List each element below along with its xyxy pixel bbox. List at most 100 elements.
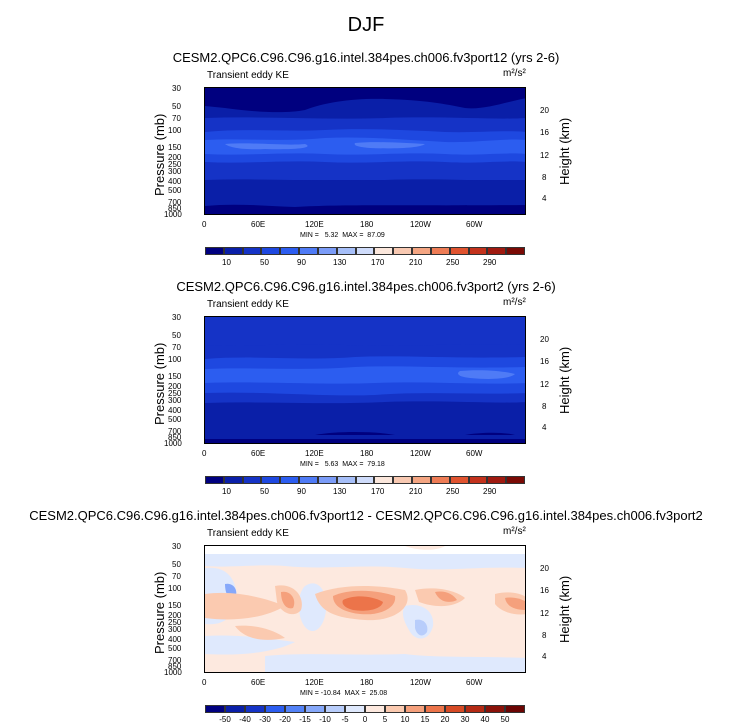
p3-cb-label: -10 bbox=[319, 715, 331, 724]
panel-2-contours bbox=[205, 317, 525, 443]
p1-ytick: 200 bbox=[168, 153, 182, 162]
p1-ytick: 70 bbox=[172, 114, 181, 123]
panel-1-title: CESM2.QPC6.C96.C96.g16.intel.384pes.ch00… bbox=[172, 50, 560, 65]
p3-ytick: 50 bbox=[172, 560, 181, 569]
panel-1-variable: Transient eddy KE bbox=[207, 70, 289, 81]
p3-cb-label: -50 bbox=[219, 715, 231, 724]
colorbar-swatch bbox=[205, 705, 225, 713]
p1-cb-label: 10 bbox=[222, 258, 231, 267]
colorbar-swatch bbox=[205, 247, 224, 255]
p2-htick: 8 bbox=[542, 402, 547, 411]
p3-cb-label: 50 bbox=[500, 715, 510, 724]
p3-ytick: 200 bbox=[168, 611, 182, 620]
p1-xtick: 0 bbox=[202, 220, 207, 229]
p3-ytick: 1000 bbox=[164, 668, 182, 677]
p1-xtick: 120E bbox=[305, 220, 324, 229]
p3-ytick: 500 bbox=[168, 644, 182, 653]
p1-minmax: MIN = 5.32 MAX = 87.09 bbox=[300, 232, 385, 239]
panel-2-title: CESM2.QPC6.C96.C96.g16.intel.384pes.ch00… bbox=[176, 279, 556, 294]
p3-ytick: 300 bbox=[168, 625, 182, 634]
colorbar-swatch bbox=[393, 247, 413, 255]
p2-ylabel: Pressure (mb) bbox=[152, 342, 167, 425]
p2-cb-label: 90 bbox=[297, 487, 306, 496]
p3-cb-label: -30 bbox=[259, 715, 271, 724]
p1-htick: 16 bbox=[540, 128, 549, 137]
p2-ylabel-right: Height (km) bbox=[557, 346, 572, 414]
p2-cb-label: 50 bbox=[260, 487, 269, 496]
p3-cb-label: -15 bbox=[299, 715, 311, 724]
colorbar-swatch bbox=[355, 476, 375, 484]
p1-xtick: 120W bbox=[410, 220, 431, 229]
p1-xtick: 60E bbox=[251, 220, 266, 229]
p3-htick: 8 bbox=[542, 631, 547, 640]
colorbar-swatch bbox=[485, 705, 505, 713]
p2-cb-label: 290 bbox=[483, 487, 497, 496]
colorbar-swatch bbox=[506, 476, 525, 484]
colorbar-swatch bbox=[261, 476, 281, 484]
colorbar-swatch bbox=[299, 247, 318, 255]
p2-ytick: 850 bbox=[168, 433, 182, 442]
p2-ytick: 70 bbox=[172, 343, 181, 352]
p1-ylabel-right: Height (km) bbox=[557, 117, 572, 185]
colorbar-swatch bbox=[265, 705, 285, 713]
colorbar-swatch bbox=[465, 705, 485, 713]
colorbar-swatch bbox=[355, 247, 375, 255]
p2-ytick: 100 bbox=[168, 355, 182, 364]
p3-cb-label: -40 bbox=[239, 715, 251, 724]
panel-1-plot-area bbox=[204, 87, 526, 215]
panel-1-units: m²/s² bbox=[503, 68, 526, 79]
colorbar-swatch bbox=[468, 247, 488, 255]
p1-ytick: 300 bbox=[168, 167, 182, 176]
p2-cb-label: 130 bbox=[333, 487, 347, 496]
p1-ytick: 850 bbox=[168, 204, 182, 213]
colorbar-swatch bbox=[280, 247, 300, 255]
p2-ytick: 400 bbox=[168, 406, 182, 415]
panel-3-title: CESM2.QPC6.C96.C96.g16.intel.384pes.ch00… bbox=[29, 508, 703, 523]
p2-xtick: 120W bbox=[410, 449, 431, 458]
p3-xtick: 0 bbox=[202, 678, 207, 687]
p3-minmax: MIN = -10.84 MAX = 25.08 bbox=[300, 690, 388, 697]
colorbar-swatch bbox=[336, 476, 356, 484]
colorbar-swatch bbox=[487, 476, 507, 484]
panel-2-units: m²/s² bbox=[503, 297, 526, 308]
p1-htick: 8 bbox=[542, 173, 547, 182]
colorbar-swatch bbox=[285, 705, 305, 713]
colorbar-swatch bbox=[374, 247, 394, 255]
p1-xtick: 180 bbox=[360, 220, 374, 229]
p1-htick: 4 bbox=[542, 194, 547, 203]
colorbar-swatch bbox=[299, 476, 318, 484]
p3-colorbar bbox=[205, 705, 525, 713]
colorbar-swatch bbox=[374, 476, 394, 484]
panel-3-units: m²/s² bbox=[503, 526, 526, 537]
p2-cb-label: 10 bbox=[222, 487, 231, 496]
colorbar-swatch bbox=[280, 476, 300, 484]
p2-xtick: 180 bbox=[360, 449, 374, 458]
colorbar-swatch bbox=[242, 247, 262, 255]
p1-ytick: 700 bbox=[168, 198, 182, 207]
p1-ytick: 400 bbox=[168, 177, 182, 186]
colorbar-swatch bbox=[336, 247, 356, 255]
p1-ytick: 500 bbox=[168, 186, 182, 195]
p2-htick: 20 bbox=[540, 335, 549, 344]
p1-cb-label: 170 bbox=[371, 258, 385, 267]
colorbar-swatch bbox=[430, 476, 450, 484]
p1-ytick: 30 bbox=[172, 84, 181, 93]
p2-htick: 12 bbox=[540, 380, 549, 389]
colorbar-swatch bbox=[205, 476, 224, 484]
colorbar-swatch bbox=[223, 247, 243, 255]
p3-ytick: 150 bbox=[168, 601, 182, 610]
p2-ytick: 700 bbox=[168, 427, 182, 436]
p2-xtick: 60W bbox=[466, 449, 483, 458]
p2-ytick: 500 bbox=[168, 415, 182, 424]
p3-cb-label: 30 bbox=[460, 715, 470, 724]
p3-xtick: 60W bbox=[466, 678, 483, 687]
p2-ytick: 50 bbox=[172, 331, 181, 340]
p3-ytick: 100 bbox=[168, 584, 182, 593]
p1-cb-label: 290 bbox=[483, 258, 497, 267]
colorbar-swatch bbox=[506, 247, 525, 255]
p3-ylabel-right: Height (km) bbox=[557, 575, 572, 643]
p2-xtick: 120E bbox=[305, 449, 324, 458]
panel-1-contours bbox=[205, 88, 525, 214]
p3-cb-label: 15 bbox=[420, 715, 430, 724]
p1-ytick: 250 bbox=[168, 160, 182, 169]
